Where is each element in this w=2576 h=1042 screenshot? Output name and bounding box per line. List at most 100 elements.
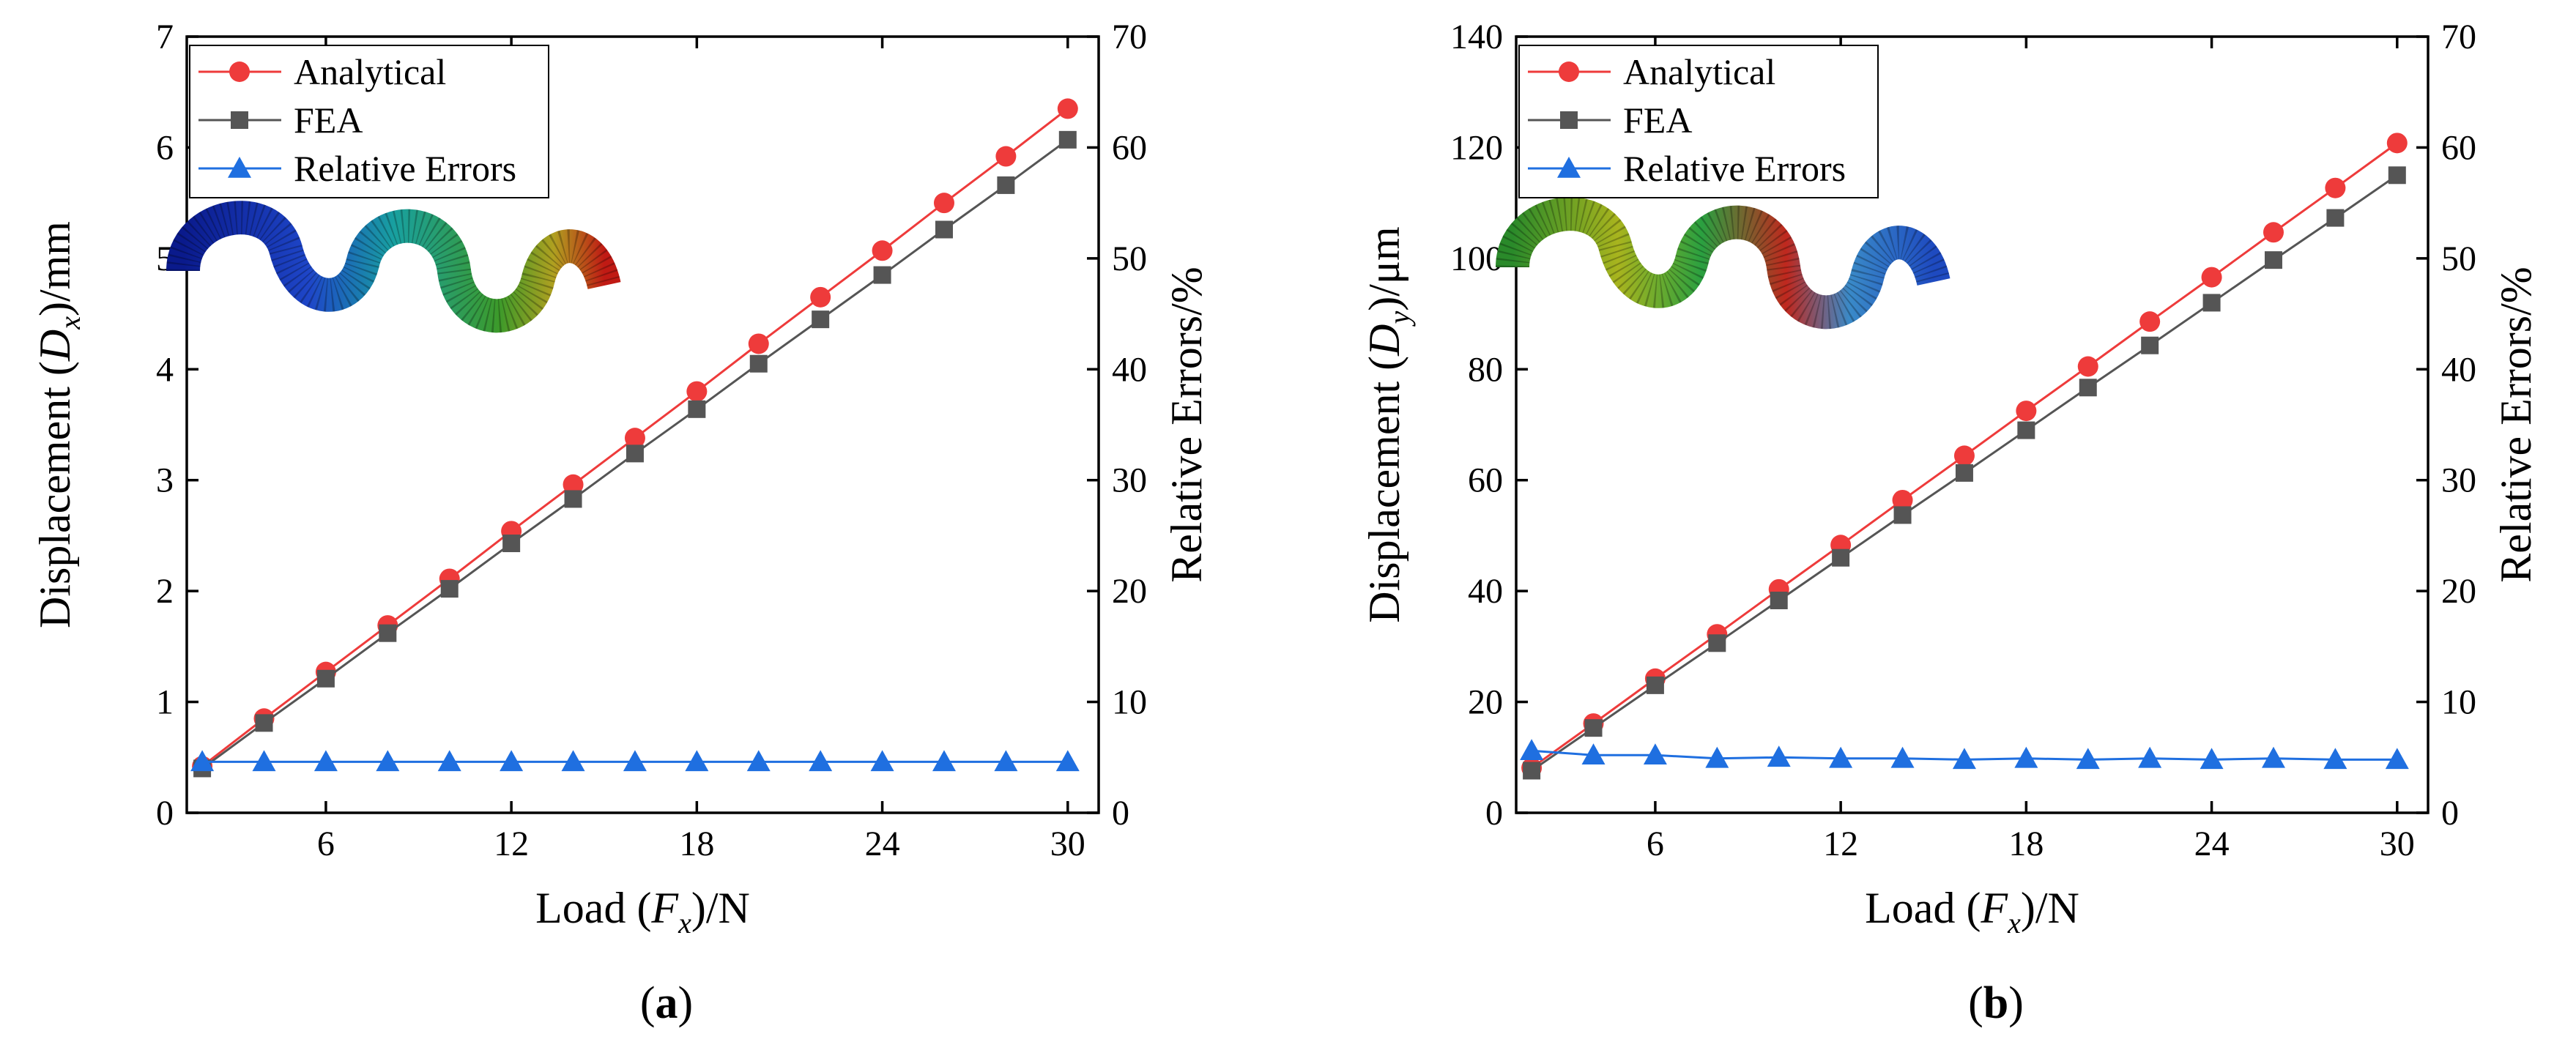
data-point-fea xyxy=(1584,719,1603,737)
data-point-fea xyxy=(1646,676,1664,694)
data-point-analytical xyxy=(1953,445,1975,466)
x-axis-label: Load (Fx)/N xyxy=(1865,884,2079,939)
x-tick-label: 30 xyxy=(1050,825,1085,863)
data-point-relative-errors xyxy=(2076,748,2100,770)
x-axis-label-var: F xyxy=(1980,884,2008,932)
data-point-fea xyxy=(316,669,335,688)
data-point-relative-errors xyxy=(1890,746,1915,768)
data-point-analytical xyxy=(2386,133,2408,154)
data-point-analytical xyxy=(563,474,584,495)
panel-label-close: ) xyxy=(2008,978,2024,1028)
data-point-relative-errors xyxy=(561,750,585,772)
data-point-analytical xyxy=(810,286,831,308)
data-point-analytical xyxy=(872,240,893,261)
y-left-axis-label-var: D xyxy=(1360,324,1408,357)
inset-beam-shape xyxy=(1496,197,1950,330)
data-point-relative-errors xyxy=(2138,746,2162,768)
data-point-fea xyxy=(564,490,582,508)
data-point-fea xyxy=(997,176,1015,194)
data-point-relative-errors xyxy=(2200,748,2224,770)
data-point-fea xyxy=(379,624,397,642)
data-point-fea xyxy=(1955,464,1973,482)
data-point-relative-errors xyxy=(994,750,1018,772)
legend-label: Analytical xyxy=(294,51,446,92)
data-point-analytical xyxy=(2325,177,2346,198)
y-left-tick-label: 0 xyxy=(156,794,174,833)
data-point-relative-errors xyxy=(313,750,338,772)
x-axis-label-suffix: )/N xyxy=(691,884,750,932)
legend-label: Relative Errors xyxy=(1623,148,1846,189)
data-point-fea xyxy=(2326,209,2345,227)
data-point-fea xyxy=(255,714,273,732)
data-point-fea xyxy=(2202,294,2221,312)
x-axis-label-suffix: )/N xyxy=(2021,884,2079,932)
legend-label: Relative Errors xyxy=(294,148,516,189)
x-tick-label: 18 xyxy=(679,825,714,863)
x-axis-label: Load (Fx)/N xyxy=(535,884,750,939)
panel-label-close: ) xyxy=(678,978,694,1028)
y-left-tick-label: 4 xyxy=(156,350,174,389)
panel-label: (b) xyxy=(1968,978,2024,1028)
data-point-relative-errors xyxy=(1055,750,1080,772)
data-point-fea xyxy=(626,444,644,463)
y-left-tick-label: 0 xyxy=(1485,794,1503,833)
data-point-relative-errors xyxy=(685,750,709,772)
data-point-fea xyxy=(502,535,521,553)
x-tick-label: 18 xyxy=(2008,825,2044,863)
data-point-relative-errors xyxy=(376,750,400,772)
data-point-relative-errors xyxy=(1705,746,1729,768)
y-right-tick-label: 0 xyxy=(1112,794,1129,833)
x-axis-label-prefix: Load ( xyxy=(535,884,651,932)
x-tick-label: 24 xyxy=(865,825,900,863)
panel-label: (a) xyxy=(640,978,693,1028)
data-point-fea xyxy=(2017,421,2035,439)
y-left-axis-label-var: D xyxy=(31,330,79,362)
x-axis-label-prefix: Load ( xyxy=(1865,884,1981,932)
x-tick-label: 6 xyxy=(1647,825,1664,863)
data-point-relative-errors xyxy=(1767,745,1791,767)
panel-label-letter: a xyxy=(656,978,678,1028)
y-right-tick-label: 40 xyxy=(2441,350,2476,389)
data-point-analytical xyxy=(933,193,954,214)
y-right-tick-label: 10 xyxy=(2441,683,2476,722)
data-point-analytical xyxy=(1057,98,1078,119)
y-left-tick-label: 60 xyxy=(1468,461,1503,500)
y-right-tick-label: 20 xyxy=(1112,572,1147,611)
y-left-axis-label: Displacement (Dx)/mm xyxy=(31,221,86,628)
legend-marker xyxy=(228,157,251,178)
y-right-tick-label: 50 xyxy=(2441,239,2476,278)
data-point-analytical xyxy=(624,428,645,449)
y-left-axis-label: Displacement (Dy)/μm xyxy=(1360,226,1416,622)
data-point-analytical xyxy=(686,381,708,402)
inset-beam-shape xyxy=(166,201,621,333)
y-right-tick-label: 70 xyxy=(2441,18,2476,56)
data-point-relative-errors xyxy=(1952,748,1976,770)
plot-frame xyxy=(1515,35,2430,814)
data-point-relative-errors xyxy=(1520,739,1544,760)
y-right-tick-label: 20 xyxy=(2441,572,2476,611)
y-left-axis-label-sub: y xyxy=(1383,311,1416,327)
inset-beam-mesh xyxy=(166,201,621,333)
data-point-relative-errors xyxy=(2261,746,2285,768)
x-axis-label-sub: x xyxy=(2007,907,2021,939)
data-point-relative-errors xyxy=(746,750,771,772)
legend-marker xyxy=(1560,111,1578,129)
legend-marker xyxy=(1557,157,1581,178)
data-point-analytical xyxy=(748,333,769,354)
x-tick-label: 6 xyxy=(317,825,335,863)
y-left-axis-label-suffix: )/μm xyxy=(1360,226,1408,311)
y-right-axis-label: Relative Errors/% xyxy=(2492,267,2540,583)
y-right-tick-label: 10 xyxy=(1112,683,1147,722)
data-point-relative-errors xyxy=(2385,748,2409,770)
y-right-tick-label: 0 xyxy=(2441,794,2459,833)
data-point-fea xyxy=(440,580,459,598)
data-point-relative-errors xyxy=(623,750,647,772)
data-point-fea xyxy=(873,266,891,284)
panel-label-open: ( xyxy=(640,978,656,1028)
y-left-tick-label: 80 xyxy=(1468,350,1503,389)
data-point-analytical xyxy=(1892,489,1913,510)
data-point-fea xyxy=(1058,130,1077,149)
data-point-analytical xyxy=(2077,356,2098,377)
